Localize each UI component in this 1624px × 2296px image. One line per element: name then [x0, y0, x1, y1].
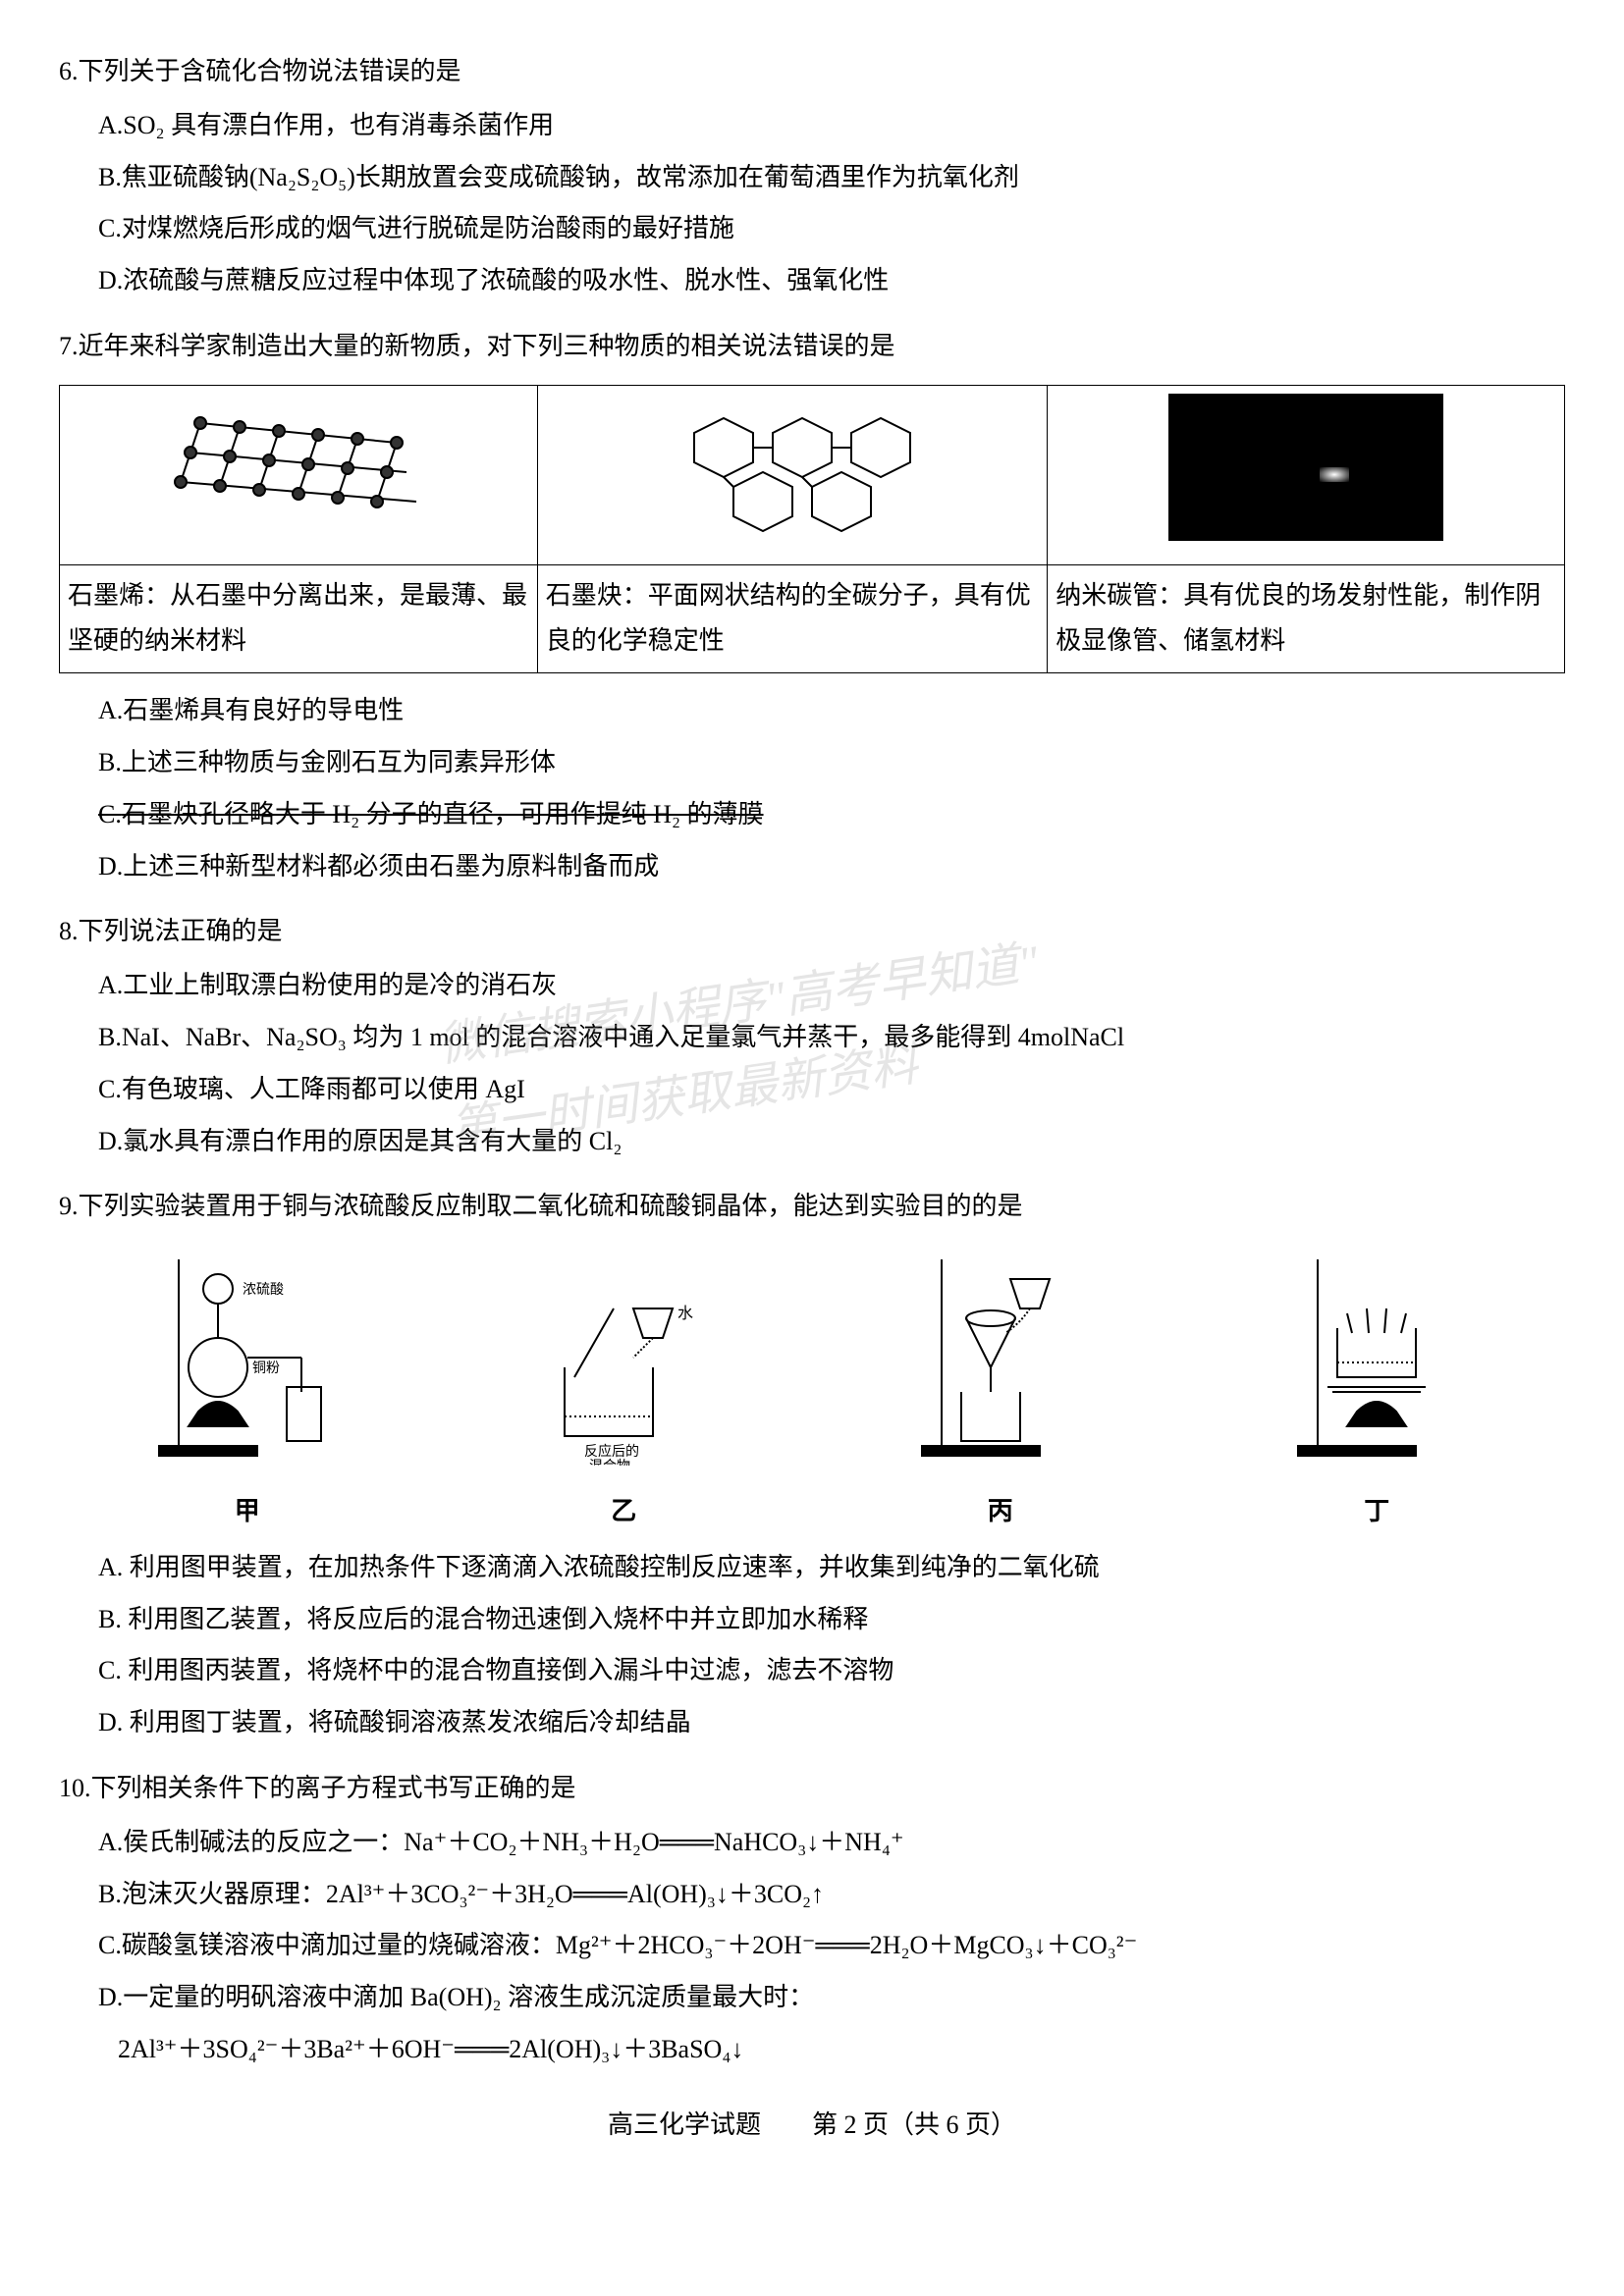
svg-text:水: 水	[677, 1305, 693, 1322]
q6-option-a: A.SO₂ 具有漂白作用，也有消毒杀菌作用	[98, 103, 1565, 149]
q7-option-d: D.上述三种新型材料都必须由石墨为原料制备而成	[98, 844, 1565, 890]
q10-c-text: 碳酸氢镁溶液中滴加过量的烧碱溶液：Mg²⁺＋2HCO₃⁻＋2OH⁻═══2H₂O…	[122, 1931, 1137, 1959]
q7-number: 7	[59, 332, 72, 360]
q8-option-d: D.氯水具有漂白作用的原因是其含有大量的 Cl₂	[98, 1119, 1565, 1165]
q8-a-text: 工业上制取漂白粉使用的是冷的消石灰	[123, 971, 557, 999]
q9-c-text: 利用图丙装置，将烧杯中的混合物直接倒入漏斗中过滤，滤去不溶物	[128, 1656, 893, 1684]
q9-option-c: C. 利用图丙装置，将烧杯中的混合物直接倒入漏斗中过滤，滤去不溶物	[98, 1648, 1565, 1694]
label-yi: 乙	[436, 1489, 813, 1535]
apparatus-yi-svg: 水 反应后的 混合物	[525, 1250, 722, 1466]
q6-option-c: C.对煤燃烧后形成的烟气进行脱硫是防治酸雨的最好措施	[98, 206, 1565, 252]
material-desc-3: 纳米碳管：具有优良的场发射性能，制作阴极显像管、储氢材料	[1048, 564, 1565, 673]
svg-text:混合物: 混合物	[589, 1459, 630, 1466]
q10-d-eq-text: 2Al³⁺＋3SO₄²⁻＋3Ba²⁺＋6OH⁻═══2Al(OH)₃↓＋3BaS…	[118, 2035, 743, 2063]
q6-d-text: 浓硫酸与蔗糖反应过程中体现了浓硫酸的吸水性、脱水性、强氧化性	[123, 266, 889, 294]
label-bing: 丙	[812, 1489, 1189, 1535]
q10-option-b: B.泡沫灭火器原理：2Al³⁺＋3CO₃²⁻＋3H₂O═══Al(OH)₃↓＋3…	[98, 1872, 1565, 1918]
q9-option-b: B. 利用图乙装置，将反应后的混合物迅速倒入烧杯中并立即加水稀释	[98, 1597, 1565, 1643]
q8-d-text: 氯水具有漂白作用的原因是其含有大量的 Cl₂	[123, 1127, 622, 1155]
apparatus-bing: 丙	[812, 1250, 1189, 1535]
material-desc-1: 石墨烯：从石墨中分离出来，是最薄、最坚硬的纳米材料	[60, 564, 538, 673]
label-ding: 丁	[1189, 1489, 1566, 1535]
material-desc-2: 石墨炔：平面网状结构的全碳分子，具有优良的化学稳定性	[537, 564, 1048, 673]
q9-options: A. 利用图甲装置，在加热条件下逐滴滴入浓硫酸控制反应速率，并收集到纯净的二氧化…	[59, 1545, 1565, 1746]
q9-d-text: 利用图丁装置，将硫酸铜溶液蒸发浓缩后冷却结晶	[130, 1708, 691, 1736]
q10-options: A.侯氏制碱法的反应之一：Na⁺＋CO₂＋NH₃＋H₂O═══NaHCO₃↓＋N…	[59, 1820, 1565, 2073]
apparatus-yi: 水 反应后的 混合物 乙	[436, 1250, 813, 1535]
question-9: 9.下列实验装置用于铜与浓硫酸反应制取二氧化硫和硫酸铜晶体，能达到实验目的的是 …	[59, 1184, 1565, 1746]
graphyne-image-cell	[537, 385, 1048, 564]
q7-text: 近年来科学家制造出大量的新物质，对下列三种物质的相关说法错误的是	[79, 332, 895, 360]
svg-text:浓硫酸: 浓硫酸	[243, 1282, 284, 1298]
q7-c-text: 石墨炔孔径略大于 H₂ 分子的直径，可用作提纯 H₂ 的薄膜	[122, 800, 764, 828]
q8-options: A.工业上制取漂白粉使用的是冷的消石灰 B.NaI、NaBr、Na₂SO₃ 均为…	[59, 963, 1565, 1164]
q9-header: 9.下列实验装置用于铜与浓硫酸反应制取二氧化硫和硫酸铜晶体，能达到实验目的的是	[59, 1184, 1565, 1230]
apparatus-jia-svg: 浓硫酸 铜粉	[149, 1250, 346, 1466]
q6-options: A.SO₂ 具有漂白作用，也有消毒杀菌作用 B.焦亚硫酸钠(Na₂S₂O₅)长期…	[59, 103, 1565, 304]
q8-option-a: A.工业上制取漂白粉使用的是冷的消石灰	[98, 963, 1565, 1009]
q7-option-b: B.上述三种物质与金刚石互为同素异形体	[98, 740, 1565, 786]
q8-option-c: C.有色玻璃、人工降雨都可以使用 AgI	[98, 1067, 1565, 1113]
q7-d-text: 上述三种新型材料都必须由石墨为原料制备而成	[123, 852, 659, 881]
q6-number: 6	[59, 57, 72, 85]
q6-header: 6.下列关于含硫化合物说法错误的是	[59, 49, 1565, 95]
q7-option-c: C.石墨炔孔径略大于 H₂ 分子的直径，可用作提纯 H₂ 的薄膜	[98, 792, 1565, 838]
q8-option-b: B.NaI、NaBr、Na₂SO₃ 均为 1 mol 的混合溶液中通入足量氯气并…	[98, 1015, 1565, 1061]
q10-option-a: A.侯氏制碱法的反应之一：Na⁺＋CO₂＋NH₃＋H₂O═══NaHCO₃↓＋N…	[98, 1820, 1565, 1866]
question-8: 8.下列说法正确的是 A.工业上制取漂白粉使用的是冷的消石灰 B.NaI、NaB…	[59, 909, 1565, 1164]
apparatus-ding: 丁	[1189, 1250, 1566, 1535]
q10-option-d-eq: 2Al³⁺＋3SO₄²⁻＋3Ba²⁺＋6OH⁻═══2Al(OH)₃↓＋3BaS…	[98, 2027, 1565, 2073]
apparatus-bing-svg	[902, 1250, 1099, 1466]
question-10: 10.下列相关条件下的离子方程式书写正确的是 A.侯氏制碱法的反应之一：Na⁺＋…	[59, 1766, 1565, 2073]
q10-option-c: C.碳酸氢镁溶液中滴加过量的烧碱溶液：Mg²⁺＋2HCO₃⁻＋2OH⁻═══2H…	[98, 1923, 1565, 1969]
q10-b-text: 泡沫灭火器原理：2Al³⁺＋3CO₃²⁻＋3H₂O═══Al(OH)₃↓＋3CO…	[122, 1880, 824, 1908]
q10-header: 10.下列相关条件下的离子方程式书写正确的是	[59, 1766, 1565, 1812]
q7-b-text: 上述三种物质与金刚石互为同素异形体	[122, 748, 556, 776]
q8-number: 8	[59, 917, 72, 945]
q6-b-text: 焦亚硫酸钠(Na₂S₂O₅)长期放置会变成硫酸钠，故常添加在葡萄酒里作为抗氧化剂	[122, 163, 1019, 191]
page-footer: 高三化学试题 第 2 页（共 6 页）	[59, 2103, 1565, 2149]
q9-b-text: 利用图乙装置，将反应后的混合物迅速倒入烧杯中并立即加水稀释	[128, 1605, 868, 1633]
q6-a-text: SO₂ 具有漂白作用，也有消毒杀菌作用	[123, 111, 554, 139]
q7-header: 7.近年来科学家制造出大量的新物质，对下列三种物质的相关说法错误的是	[59, 324, 1565, 370]
materials-table: 石墨烯：从石墨中分离出来，是最薄、最坚硬的纳米材料 石墨炔：平面网状结构的全碳分…	[59, 385, 1565, 673]
svg-text:铜粉: 铜粉	[252, 1361, 280, 1376]
q9-text: 下列实验装置用于铜与浓硫酸反应制取二氧化硫和硫酸铜晶体，能达到实验目的的是	[79, 1192, 1023, 1220]
question-6: 6.下列关于含硫化合物说法错误的是 A.SO₂ 具有漂白作用，也有消毒杀菌作用 …	[59, 49, 1565, 304]
q10-text: 下列相关条件下的离子方程式书写正确的是	[91, 1774, 576, 1802]
apparatus-row: 浓硫酸 铜粉 甲 水 反应后的 混合物	[59, 1250, 1565, 1535]
q9-a-text: 利用图甲装置，在加热条件下逐滴滴入浓硫酸控制反应速率，并收集到纯净的二氧化硫	[130, 1553, 1100, 1581]
svg-text:反应后的: 反应后的	[584, 1443, 639, 1460]
q10-d-text: 一定量的明矾溶液中滴加 Ba(OH)₂ 溶液生成沉淀质量最大时：	[123, 1983, 814, 2011]
q7-option-a: A.石墨烯具有良好的导电性	[98, 688, 1565, 734]
q9-number: 9	[59, 1192, 72, 1220]
label-jia: 甲	[59, 1489, 436, 1535]
q9-option-d: D. 利用图丁装置，将硫酸铜溶液蒸发浓缩后冷却结晶	[98, 1700, 1565, 1746]
nanotube-image-cell	[1048, 385, 1565, 564]
q10-a-text: 侯氏制碱法的反应之一：Na⁺＋CO₂＋NH₃＋H₂O═══NaHCO₃↓＋NH₄…	[123, 1828, 903, 1856]
question-7: 7.近年来科学家制造出大量的新物质，对下列三种物质的相关说法错误的是	[59, 324, 1565, 889]
q6-text: 下列关于含硫化合物说法错误的是	[79, 57, 461, 85]
q6-option-d: D.浓硫酸与蔗糖反应过程中体现了浓硫酸的吸水性、脱水性、强氧化性	[98, 258, 1565, 304]
q6-c-text: 对煤燃烧后形成的烟气进行脱硫是防治酸雨的最好措施	[122, 214, 734, 242]
q8-c-text: 有色玻璃、人工降雨都可以使用 AgI	[122, 1075, 525, 1103]
q10-option-d: D.一定量的明矾溶液中滴加 Ba(OH)₂ 溶液生成沉淀质量最大时：	[98, 1975, 1565, 2021]
q8-text: 下列说法正确的是	[79, 917, 283, 945]
q7-options: A.石墨烯具有良好的导电性 B.上述三种物质与金刚石互为同素异形体 C.石墨炔孔…	[59, 688, 1565, 889]
q8-header: 8.下列说法正确的是	[59, 909, 1565, 955]
apparatus-ding-svg	[1278, 1250, 1475, 1466]
graphene-diagram	[161, 394, 436, 541]
q6-option-b: B.焦亚硫酸钠(Na₂S₂O₅)长期放置会变成硫酸钠，故常添加在葡萄酒里作为抗氧…	[98, 155, 1565, 201]
q7-a-text: 石墨烯具有良好的导电性	[123, 696, 404, 724]
graphyne-diagram	[635, 394, 949, 541]
q9-option-a: A. 利用图甲装置，在加热条件下逐滴滴入浓硫酸控制反应速率，并收集到纯净的二氧化…	[98, 1545, 1565, 1591]
q8-b-text: NaI、NaBr、Na₂SO₃ 均为 1 mol 的混合溶液中通入足量氯气并蒸干…	[122, 1023, 1124, 1051]
q10-number: 10	[59, 1774, 84, 1802]
graphene-image-cell	[60, 385, 538, 564]
nanotube-diagram	[1168, 394, 1443, 541]
apparatus-jia: 浓硫酸 铜粉 甲	[59, 1250, 436, 1535]
